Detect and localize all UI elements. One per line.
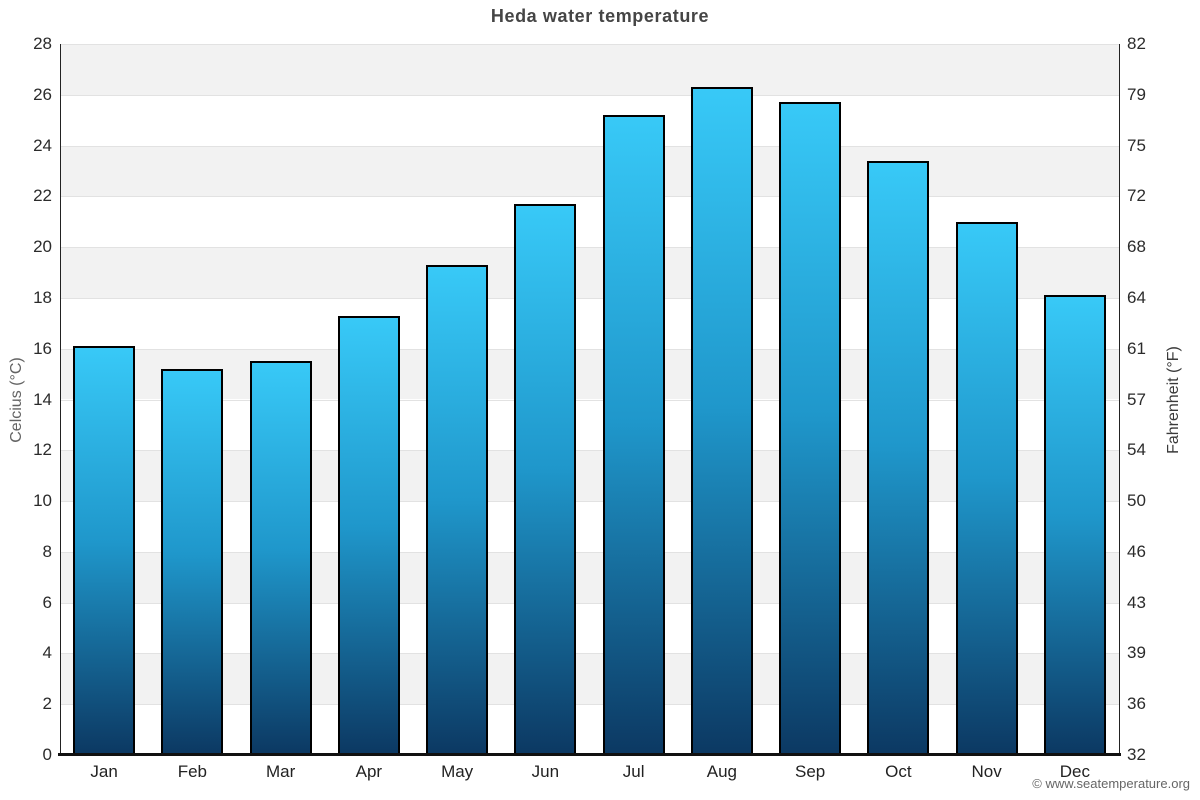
celsius-tick-10: 10 bbox=[33, 491, 52, 511]
plot-band bbox=[60, 551, 1119, 603]
bar-sep[interactable] bbox=[779, 102, 842, 755]
month-label-sep: Sep bbox=[795, 762, 826, 781]
celsius-tick-16: 16 bbox=[33, 338, 52, 358]
plot-area bbox=[60, 44, 1119, 755]
gridline bbox=[60, 450, 1119, 452]
month-label-oct: Oct bbox=[885, 762, 912, 781]
plot-band bbox=[60, 145, 1119, 197]
fahrenheit-tick-46: 46 bbox=[1127, 541, 1146, 561]
gridline bbox=[60, 44, 1119, 45]
gridline bbox=[60, 145, 1119, 147]
bar-may[interactable] bbox=[426, 264, 489, 755]
celsius-tick-14: 14 bbox=[33, 389, 52, 409]
bar-jan[interactable] bbox=[73, 346, 136, 755]
chart-title: Heda water temperature bbox=[490, 6, 710, 26]
bar-apr[interactable] bbox=[337, 315, 400, 755]
plot-band bbox=[60, 450, 1119, 502]
fahrenheit-tick-64: 64 bbox=[1127, 287, 1146, 307]
month-label-dec: Dec bbox=[1059, 762, 1090, 781]
month-label-jul: Jul bbox=[622, 762, 645, 781]
fahrenheit-tick-54: 54 bbox=[1127, 440, 1146, 460]
bar-feb[interactable] bbox=[161, 369, 224, 755]
plot-band bbox=[60, 247, 1119, 298]
x-axis-line bbox=[58, 753, 1121, 756]
celsius-tick-8: 8 bbox=[42, 541, 52, 561]
month-label-jan: Jan bbox=[90, 762, 118, 781]
bar-oct[interactable] bbox=[867, 160, 930, 755]
fahrenheit-tick-43: 43 bbox=[1127, 592, 1146, 612]
gridline bbox=[60, 551, 1119, 553]
bar-aug[interactable] bbox=[690, 87, 753, 755]
fahrenheit-tick-72: 72 bbox=[1127, 186, 1146, 206]
plot-band bbox=[60, 44, 1119, 95]
celsius-tick-24: 24 bbox=[33, 135, 52, 155]
fahrenheit-tick-61: 61 bbox=[1127, 338, 1146, 358]
bar-jul[interactable] bbox=[602, 115, 665, 755]
celsius-tick-18: 18 bbox=[33, 287, 52, 307]
gridline bbox=[60, 348, 1119, 350]
fahrenheit-tick-79: 79 bbox=[1127, 84, 1146, 104]
celsius-tick-26: 26 bbox=[33, 84, 52, 104]
copyright-text: © www.seatemperature.org bbox=[1032, 776, 1190, 791]
celsius-tick-4: 4 bbox=[42, 643, 52, 663]
celsius-tick-2: 2 bbox=[42, 694, 52, 714]
bar-jun[interactable] bbox=[514, 203, 577, 755]
fahrenheit-tick-75: 75 bbox=[1127, 135, 1146, 155]
plot-band bbox=[60, 348, 1119, 400]
gridline bbox=[60, 297, 1119, 299]
celsius-tick-6: 6 bbox=[42, 592, 52, 612]
gridline bbox=[60, 94, 1119, 96]
celsius-tick-20: 20 bbox=[33, 237, 52, 257]
plot-band bbox=[60, 653, 1119, 705]
gridline bbox=[60, 704, 1119, 706]
month-label-feb: Feb bbox=[177, 762, 208, 781]
gridline bbox=[60, 196, 1119, 198]
month-label-aug: Aug bbox=[706, 762, 737, 781]
gridline bbox=[60, 501, 1119, 503]
plot-band bbox=[60, 95, 1119, 146]
left-axis-line bbox=[60, 44, 61, 755]
month-label-nov: Nov bbox=[971, 762, 1002, 781]
month-label-mar: Mar bbox=[265, 762, 296, 781]
fahrenheit-tick-50: 50 bbox=[1127, 491, 1146, 511]
fahrenheit-tick-68: 68 bbox=[1127, 237, 1146, 257]
bar-dec[interactable] bbox=[1043, 295, 1106, 755]
gridline bbox=[60, 653, 1119, 655]
gridline bbox=[60, 602, 1119, 604]
gridline bbox=[60, 399, 1119, 401]
fahrenheit-tick-57: 57 bbox=[1127, 389, 1146, 409]
month-label-jun: Jun bbox=[531, 762, 560, 781]
month-label-apr: Apr bbox=[355, 762, 383, 781]
celsius-tick-28: 28 bbox=[33, 34, 52, 53]
fahrenheit-tick-39: 39 bbox=[1127, 643, 1146, 663]
bar-nov[interactable] bbox=[955, 221, 1018, 755]
celsius-tick-22: 22 bbox=[33, 186, 52, 206]
month-label-may: May bbox=[441, 762, 474, 781]
gridline bbox=[60, 247, 1119, 249]
fahrenheit-tick-32: 32 bbox=[1127, 745, 1146, 764]
bar-mar[interactable] bbox=[249, 361, 312, 755]
celsius-tick-12: 12 bbox=[33, 440, 52, 460]
right-axis-line bbox=[1119, 44, 1120, 755]
fahrenheit-tick-36: 36 bbox=[1127, 694, 1146, 714]
fahrenheit-tick-82: 82 bbox=[1127, 34, 1146, 53]
celsius-tick-0: 0 bbox=[42, 745, 52, 764]
